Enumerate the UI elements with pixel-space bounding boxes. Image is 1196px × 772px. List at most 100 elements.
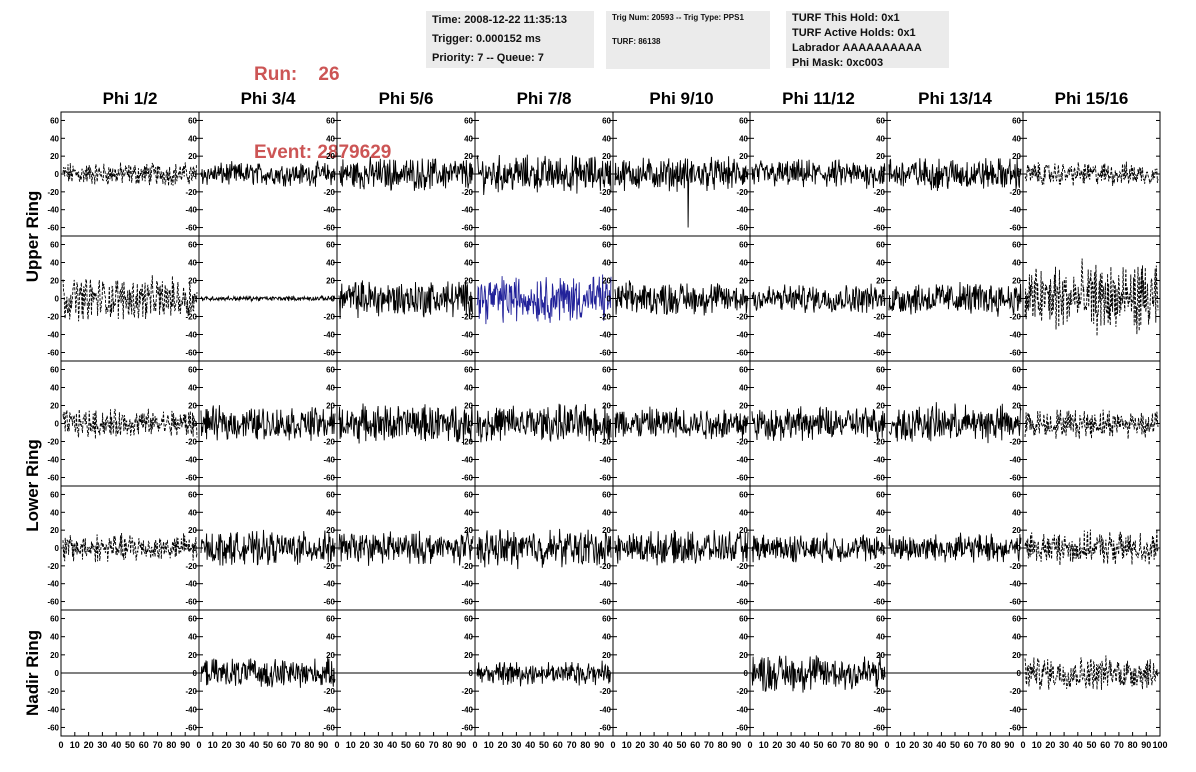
x-tick-label: 90 <box>1141 740 1151 750</box>
y-tick-label: 40 <box>326 259 335 268</box>
trace-line <box>62 408 198 439</box>
y-tick-label: 60 <box>876 615 885 624</box>
y-tick-label: -20 <box>873 438 885 447</box>
x-tick-label: 70 <box>1114 740 1124 750</box>
y-tick-label: -20 <box>461 562 473 571</box>
trace-line <box>338 403 474 445</box>
x-tick-label: 10 <box>70 740 80 750</box>
y-tick-label: -20 <box>185 562 197 571</box>
run-event-block: Run: 26 Event: 2879629 <box>254 10 391 218</box>
x-tick-label: 40 <box>525 740 535 750</box>
y-tick-label: 20 <box>50 277 59 286</box>
y-tick-label: 20 <box>326 651 335 660</box>
x-tick-label: 20 <box>498 740 508 750</box>
y-tick-label: 0 <box>881 420 886 429</box>
x-tick-label: 30 <box>373 740 383 750</box>
y-tick-label: 0 <box>744 669 749 678</box>
x-tick-label: 60 <box>415 740 425 750</box>
x-tick-label: 30 <box>649 740 659 750</box>
x-tick-label: 0 <box>747 740 752 750</box>
x-tick-label: 90 <box>456 740 466 750</box>
y-tick-label: -20 <box>323 313 335 322</box>
column-header: Phi 11/12 <box>782 89 855 108</box>
y-tick-label: -20 <box>873 188 885 197</box>
ring-label: Nadir Ring <box>23 630 42 716</box>
y-tick-label: -20 <box>461 313 473 322</box>
y-tick-label: -40 <box>185 580 197 589</box>
x-tick-label: 50 <box>1086 740 1096 750</box>
y-tick-label: 20 <box>602 651 611 660</box>
y-tick-label: 60 <box>1012 366 1021 375</box>
x-tick-label: 70 <box>977 740 987 750</box>
y-tick-label: 0 <box>881 295 886 304</box>
y-tick-label: -20 <box>47 438 59 447</box>
x-tick-label: 0 <box>334 740 339 750</box>
x-tick-label: 80 <box>304 740 314 750</box>
ring-label: Lower Ring <box>23 439 42 532</box>
y-tick-label: 40 <box>326 508 335 517</box>
x-tick-label: 80 <box>166 740 176 750</box>
y-tick-label: 20 <box>1012 651 1021 660</box>
y-tick-label: 0 <box>331 420 336 429</box>
y-tick-label: -60 <box>599 349 611 358</box>
y-tick-label: 0 <box>55 669 60 678</box>
time-info-box: Time: 2008-12-22 11:35:13 Trigger: 0.000… <box>426 11 594 68</box>
x-tick-label: 80 <box>580 740 590 750</box>
y-tick-label: -20 <box>599 438 611 447</box>
y-tick-label: 20 <box>1012 152 1021 161</box>
x-tick-label: 20 <box>1045 740 1055 750</box>
y-tick-label: -40 <box>599 580 611 589</box>
x-tick-label: 70 <box>841 740 851 750</box>
trace-line <box>476 660 612 687</box>
x-tick-label: 100 <box>1152 740 1167 750</box>
y-tick-label: 0 <box>469 295 474 304</box>
y-tick-label: 40 <box>1012 384 1021 393</box>
y-tick-label: -20 <box>599 313 611 322</box>
y-tick-label: 40 <box>739 384 748 393</box>
y-tick-label: 0 <box>469 544 474 553</box>
column-header: Phi 15/16 <box>1055 89 1129 108</box>
trigger-text: Trigger: 0.000152 ms <box>432 33 541 45</box>
x-tick-label: 70 <box>291 740 301 750</box>
turf-info-box: TURF This Hold: 0x1 TURF Active Holds: 0… <box>786 11 949 69</box>
trace-line <box>751 532 886 563</box>
x-tick-label: 30 <box>511 740 521 750</box>
y-tick-label: 40 <box>739 259 748 268</box>
y-tick-label: -40 <box>323 705 335 714</box>
y-tick-label: -60 <box>323 349 335 358</box>
y-tick-label: 20 <box>602 402 611 411</box>
column-header: Phi 9/10 <box>649 89 713 108</box>
panel-frame <box>1022 111 1161 237</box>
y-tick-label: 60 <box>739 366 748 375</box>
y-tick-label: -20 <box>185 687 197 696</box>
y-tick-label: -20 <box>47 687 59 696</box>
y-tick-label: 40 <box>464 633 473 642</box>
x-tick-label: 50 <box>263 740 273 750</box>
y-tick-label: 40 <box>326 134 335 143</box>
y-tick-label: -40 <box>1009 206 1021 215</box>
y-tick-label: 20 <box>739 277 748 286</box>
y-tick-label: 0 <box>1017 420 1022 429</box>
x-tick-label: 30 <box>235 740 245 750</box>
y-tick-label: -20 <box>47 188 59 197</box>
y-tick-label: 40 <box>876 384 885 393</box>
y-tick-label: -60 <box>873 224 885 233</box>
y-tick-label: -60 <box>185 598 197 607</box>
y-tick-label: -60 <box>47 349 59 358</box>
y-tick-label: 20 <box>876 526 885 535</box>
y-tick-label: -20 <box>736 438 748 447</box>
x-tick-label: 50 <box>813 740 823 750</box>
y-tick-label: 40 <box>876 508 885 517</box>
y-tick-label: -60 <box>736 598 748 607</box>
y-tick-label: -60 <box>599 598 611 607</box>
column-header: Phi 13/14 <box>918 89 992 108</box>
panel-frame <box>198 360 338 487</box>
x-tick-label: 40 <box>1073 740 1083 750</box>
y-tick-label: 20 <box>876 402 885 411</box>
y-tick-label: 40 <box>188 384 197 393</box>
trace-line <box>614 156 749 228</box>
y-tick-label: 40 <box>602 259 611 268</box>
x-tick-label: 20 <box>635 740 645 750</box>
y-tick-label: 0 <box>744 420 749 429</box>
x-tick-label: 70 <box>153 740 163 750</box>
